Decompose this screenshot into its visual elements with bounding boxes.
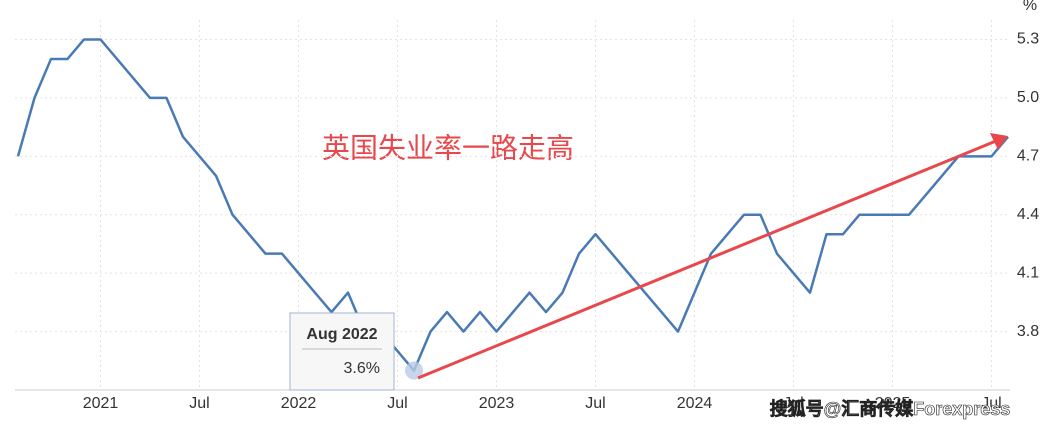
tooltip-box [289, 312, 395, 391]
highlight-point [405, 361, 423, 380]
tooltip-title: Aug 2022 [306, 326, 377, 343]
y-tick-label: 4.1 [1017, 264, 1039, 281]
y-tick-label: 5.3 [1017, 31, 1039, 48]
x-tick-label: 2025 [875, 395, 911, 412]
x-tick-label: Jul [783, 395, 803, 412]
y-unit: % [1023, 0, 1037, 14]
x-tick-label: Jul [387, 395, 407, 412]
trend-arrow [417, 139, 997, 380]
watermark: 搜狐号@汇商传媒Forexpress [770, 398, 1011, 419]
x-tick-label: 2024 [677, 395, 713, 412]
y-tick-label: 4.7 [1017, 148, 1039, 165]
line [16, 38, 1009, 372]
x-tick-label: Jul [981, 395, 1001, 412]
annotation: 英国失业率一路走高 [322, 132, 574, 163]
y-tick-label: 5.0 [1017, 89, 1039, 106]
x-tick-label: 2023 [479, 395, 515, 412]
y-tick-label: 3.8 [1017, 323, 1039, 340]
tooltip-value: 3.6% [344, 360, 380, 377]
x-tick-label: 2021 [83, 395, 119, 412]
x-tick-label: Jul [585, 395, 605, 412]
plot-area: 3.8 4.1 4.4 4.7 5.0 5.3 2021 Jul 2022 Jul 2023 Jul 2… [15, 20, 1039, 412]
y-tick-label: 4.4 [1017, 206, 1039, 223]
x-tick-label: 2022 [281, 395, 317, 412]
x-tick-label: Jul [189, 395, 209, 412]
arrow-head [990, 133, 1008, 150]
